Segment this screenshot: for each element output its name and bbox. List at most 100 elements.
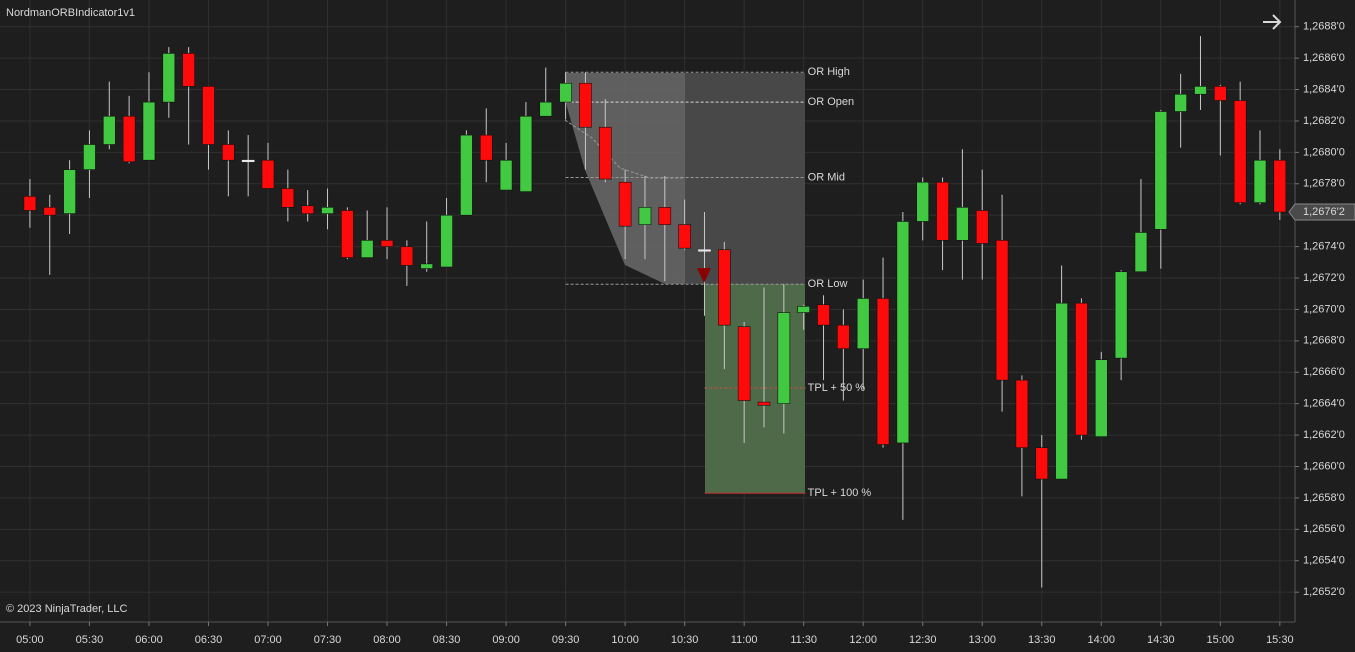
- levels: OR High OR Open OR Mid OR Low TPL + 50 % TPL …: [565, 66, 872, 499]
- candle-body: [718, 249, 731, 326]
- candle-body: [956, 207, 969, 241]
- y-tick-label: 1,2682'0: [1303, 115, 1345, 127]
- x-tick-label: 05:00: [16, 634, 44, 646]
- x-tick-label: 07:30: [314, 634, 342, 646]
- short-signal: [697, 268, 711, 283]
- candle-body: [1253, 159, 1267, 203]
- y-tick-label: 1,2680'0: [1303, 146, 1345, 158]
- x-tick-label: 14:00: [1088, 634, 1116, 646]
- level-label: OR Low: [808, 278, 848, 290]
- candle-body: [995, 240, 1009, 381]
- candle-body: [856, 298, 870, 349]
- x-tick-label: 06:30: [195, 634, 223, 646]
- candle-body: [1214, 86, 1227, 101]
- x-tick-label: 09:30: [552, 634, 580, 646]
- candle-body: [301, 205, 314, 214]
- candle-body: [360, 240, 374, 258]
- y-tick-label: 1,2670'0: [1303, 303, 1345, 315]
- y-tick-label: 1,2652'0: [1303, 586, 1345, 598]
- y-tick-label: 1,2664'0: [1303, 398, 1345, 410]
- candle-body: [1233, 100, 1247, 203]
- candle-body: [182, 53, 195, 87]
- x-tick-label: 12:00: [849, 634, 877, 646]
- candle-body: [23, 196, 37, 211]
- y-tick-label: 1,2684'0: [1303, 83, 1345, 95]
- candle-body: [440, 214, 453, 268]
- or-zone: [685, 73, 805, 284]
- candle-body: [678, 224, 691, 249]
- candle-body: [539, 101, 553, 117]
- candle-body: [202, 86, 215, 145]
- y-tick-label: 1,2674'0: [1303, 241, 1345, 253]
- y-tick-label: 1,2658'0: [1303, 492, 1345, 504]
- x-tick-label: 08:00: [373, 634, 401, 646]
- candle-body: [837, 324, 850, 349]
- x-tick-label: 15:30: [1266, 634, 1294, 646]
- y-tick-label: 1,2686'0: [1303, 52, 1345, 64]
- candle-body: [559, 82, 572, 103]
- y-tick-label: 1,2666'0: [1303, 366, 1345, 378]
- x-tick-label: 13:30: [1028, 634, 1056, 646]
- level-label: OR High: [808, 66, 850, 78]
- x-tick-label: 05:30: [76, 634, 104, 646]
- candle-body: [1174, 93, 1187, 112]
- candle-body: [1094, 359, 1108, 437]
- candle-body: [43, 207, 57, 216]
- candle-body: [638, 207, 652, 225]
- x-tick-label: 07:00: [254, 634, 282, 646]
- candle-body: [162, 53, 176, 103]
- x-tick-label: 11:00: [731, 634, 758, 646]
- candle-body: [420, 263, 434, 269]
- candle-body: [737, 326, 751, 401]
- candle-body: [896, 221, 910, 444]
- candle-body: [916, 181, 930, 222]
- candle-body: [1273, 159, 1287, 213]
- candle-body: [102, 115, 116, 145]
- candle-body: [598, 126, 612, 180]
- candle-body: [122, 115, 136, 163]
- candle-body: [261, 159, 275, 189]
- candle-body: [241, 159, 255, 163]
- candle-body: [618, 181, 632, 227]
- candle-body: [341, 210, 354, 258]
- axes: 1,2652'0 1,2654'0 1,2656'0 1,2658'0 1,2660'0…: [16, 21, 1355, 646]
- candle-body: [400, 246, 414, 266]
- scroll-arrow[interactable]: [1263, 14, 1282, 30]
- y-tick-label: 1,2662'0: [1303, 429, 1345, 441]
- x-tick-label: 09:00: [492, 634, 520, 646]
- last-price-label: 1,2676'2: [1303, 206, 1345, 218]
- chart-title: NordmanORBIndicator1v1: [6, 7, 135, 19]
- candle-body: [63, 169, 76, 214]
- x-tick-label: 15:00: [1207, 634, 1235, 646]
- candle-body: [519, 115, 533, 192]
- x-tick-label: 14:30: [1147, 634, 1175, 646]
- level-label: OR Open: [808, 96, 854, 108]
- candles: [23, 36, 1287, 588]
- candle-body: [1055, 302, 1068, 480]
- x-tick-label: 08:30: [433, 634, 461, 646]
- candle-body: [658, 207, 672, 225]
- candle-body: [757, 401, 771, 406]
- y-tick-label: 1,2668'0: [1303, 335, 1345, 347]
- candle-body: [281, 188, 295, 208]
- candle-body: [380, 240, 394, 247]
- candle-body: [479, 134, 493, 161]
- y-tick-label: 1,2678'0: [1303, 178, 1345, 190]
- candle-body: [142, 101, 156, 161]
- y-tick-label: 1,2672'0: [1303, 272, 1345, 284]
- x-tick-label: 10:00: [611, 634, 639, 646]
- or-mid-forming: [564, 119, 685, 179]
- x-tick-label: 12:30: [909, 634, 937, 646]
- candle-body: [1194, 86, 1207, 95]
- candle-body: [1035, 447, 1049, 480]
- candle-body: [460, 134, 473, 216]
- y-tick-label: 1,2654'0: [1303, 555, 1345, 567]
- candle-body: [1015, 379, 1029, 448]
- candle-body: [1114, 271, 1128, 359]
- candle-body: [698, 249, 711, 252]
- level-label: OR Mid: [808, 171, 845, 183]
- candle-body: [876, 298, 890, 445]
- level-label: TPL + 100 %: [808, 487, 872, 499]
- candle-body: [1154, 111, 1168, 230]
